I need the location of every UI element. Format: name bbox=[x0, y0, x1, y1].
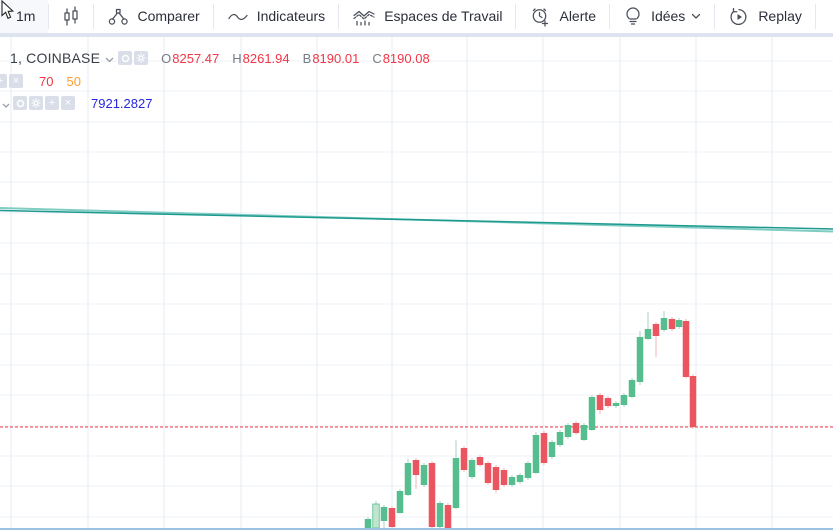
symbol-legend-row: 1, COINBASE O 8257.47 H 8261.94 B 8190.01 C… bbox=[10, 49, 443, 67]
add-icon[interactable]: + bbox=[0, 74, 7, 88]
alert-button[interactable]: Alerte bbox=[516, 0, 609, 33]
replay-icon bbox=[728, 6, 750, 28]
alarm-plus-icon bbox=[529, 6, 551, 28]
symbol-title[interactable]: 1, COINBASE bbox=[10, 50, 101, 66]
close-icon[interactable]: × bbox=[61, 96, 75, 110]
close-icon[interactable]: × bbox=[9, 74, 23, 88]
ideas-button[interactable]: Idées bbox=[610, 0, 714, 33]
undo-button[interactable] bbox=[816, 0, 833, 33]
indicator1-value-70: 70 bbox=[39, 73, 54, 89]
toolbar-separator bbox=[93, 4, 95, 29]
add-icon[interactable]: + bbox=[45, 96, 59, 110]
eye-icon[interactable] bbox=[118, 51, 133, 65]
interval-button[interactable]: 1m bbox=[0, 0, 49, 33]
high-label: H bbox=[232, 50, 242, 66]
indicator1-value-50: 50 bbox=[66, 73, 81, 89]
gear-icon[interactable] bbox=[134, 51, 149, 65]
gear-icon[interactable] bbox=[29, 96, 43, 110]
chart-type-button[interactable] bbox=[49, 0, 93, 33]
compare-label: Comparer bbox=[137, 8, 200, 24]
workspaces-label: Espaces de Travail bbox=[384, 8, 503, 24]
alert-label: Alerte bbox=[559, 8, 597, 24]
open-label: O bbox=[161, 50, 172, 66]
replay-label: Replay bbox=[758, 8, 802, 24]
ohlc-values: O 8257.47 H 8261.94 B 8190.01 C 8190.08 bbox=[161, 51, 443, 66]
low-label: B bbox=[302, 50, 312, 66]
compare-button[interactable]: Comparer bbox=[94, 0, 212, 33]
eye-icon[interactable] bbox=[13, 96, 27, 110]
open-value: 8257.47 bbox=[172, 50, 220, 66]
close-value: 8190.08 bbox=[382, 50, 430, 66]
replay-button[interactable]: Replay bbox=[715, 0, 815, 33]
workspaces-button[interactable]: Espaces de Travail bbox=[339, 0, 515, 33]
symbol-caret-icon[interactable] bbox=[105, 50, 114, 68]
high-value: 8261.94 bbox=[242, 50, 290, 66]
candlestick-icon bbox=[62, 5, 80, 28]
toolbar-separator bbox=[515, 4, 517, 29]
indicators-button[interactable]: Indicateurs bbox=[214, 0, 338, 33]
ideas-label: Idées bbox=[651, 8, 686, 24]
top-toolbar: 1m Comparer bbox=[0, 0, 833, 37]
indicator2-value: 7921.2827 bbox=[91, 95, 153, 111]
toolbar-separator bbox=[338, 4, 340, 29]
toolbar-separator bbox=[814, 4, 816, 29]
toolbar-separator bbox=[212, 4, 214, 29]
interval-label: 1m bbox=[16, 8, 36, 24]
wave-icon bbox=[227, 7, 249, 27]
indicator-legend-row-2: + × 7921.2827 bbox=[1, 94, 443, 112]
indicator2-caret-icon[interactable] bbox=[2, 95, 10, 113]
indicators-label: Indicateurs bbox=[256, 8, 326, 24]
indicator-legend-row-1: + × 70 50 bbox=[0, 72, 443, 90]
chart-legend: 1, COINBASE O 8257.47 H 8261.94 B 8190.01 C… bbox=[0, 49, 443, 112]
compare-icon bbox=[107, 7, 129, 27]
low-value: 8190.01 bbox=[312, 50, 360, 66]
chevron-down-icon bbox=[691, 13, 701, 20]
lightbulb-icon bbox=[623, 6, 643, 28]
toolbar-separator bbox=[714, 4, 716, 29]
toolbar-separator bbox=[48, 4, 50, 29]
workspace-chart-icon bbox=[352, 7, 376, 27]
toolbar-separator bbox=[609, 4, 611, 29]
close-label: C bbox=[372, 50, 382, 66]
